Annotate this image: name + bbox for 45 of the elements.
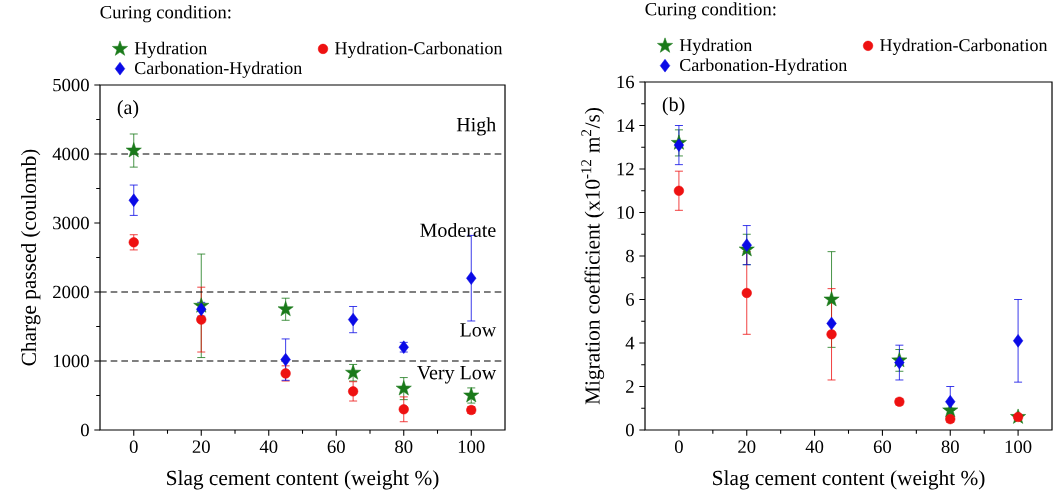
legend-title: Curing condition: [100,5,231,23]
legend-label: Hydration-Carbonation [335,41,503,59]
legend-title: Curing condition: [645,2,776,20]
x-tick-label: 40 [259,440,278,453]
annotation: (b) [662,97,685,116]
legend-label: Hydration [679,38,753,55]
y-tick-label: 0 [625,423,634,437]
y-tick-label: 1000 [53,354,89,368]
x-tick-label: 0 [674,440,683,453]
x-tick-label: 40 [805,440,824,453]
annotation: Moderate [420,222,496,237]
x-tick-label: 60 [327,440,345,453]
y-tick-label: 4 [625,336,635,350]
y-axis-title: Charge passed (coulomb) [21,149,41,366]
x-tick-label: 0 [129,440,138,453]
x-tick-label: 100 [1005,440,1032,453]
y-tick-label: 2 [626,380,634,393]
x-tick-label: 80 [395,440,413,453]
x-tick-label: 60 [873,440,892,453]
x-axis-title: Slag cement content (weight %) [167,470,439,490]
y-tick-label: 6 [626,293,635,306]
legend-label: Hydration [134,41,207,59]
y-tick-label: 12 [617,162,634,176]
x-tick-label: 80 [941,440,959,453]
y-tick-label: 3000 [53,216,89,230]
y-tick-label: 14 [617,119,635,132]
annotation: Low [460,323,497,337]
legend-label: Hydration-Carbonation [880,38,1048,55]
x-tick-label: 20 [738,440,756,453]
y-tick-label: 2000 [53,285,89,299]
legend-label: Carbonation-Hydration [134,61,302,78]
y-tick-label: 0 [80,423,89,437]
legend-label: Carbonation-Hydration [680,58,847,75]
annotation: Very Low [417,366,497,384]
y-tick-label: 5000 [53,78,89,92]
y-axis-title: Migration coefficient (x10$^{-12}$ m$^{2}$/s) [581,108,605,405]
y-tick-label: 10 [617,206,634,219]
x-tick-label: 100 [458,440,485,453]
annotation: (a) [117,100,139,119]
x-tick-label: 20 [192,440,210,453]
y-tick-label: 16 [617,75,635,89]
y-tick-label: 4000 [52,147,89,161]
x-axis-title: Slag cement content (weight %) [713,470,985,490]
annotation: High [456,117,496,136]
y-tick-label: 8 [625,249,634,263]
